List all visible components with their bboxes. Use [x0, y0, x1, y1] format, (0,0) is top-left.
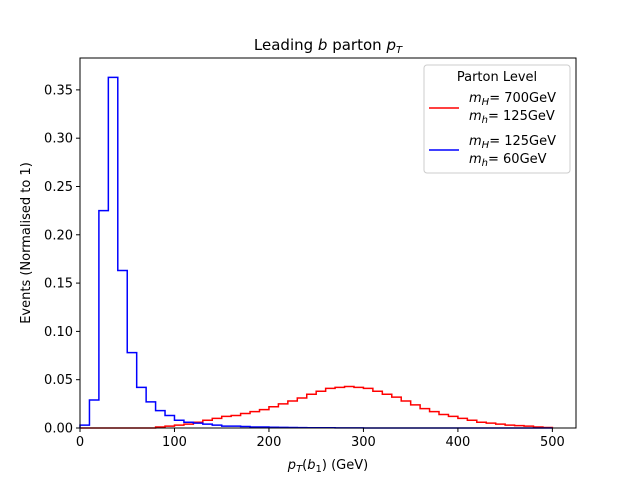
- ticks-layer: 0 100 200 300 400 500 0.00 0.05 0.10 0.15 0.20 0.25…: [44, 83, 565, 450]
- y-tick-label: 0.25: [44, 180, 73, 195]
- x-tick-label: 100: [162, 435, 187, 450]
- legend: Parton Level mH= 700GeV mh= 125GeV mH= 1…: [423, 64, 571, 174]
- y-tick-label: 0.05: [44, 373, 73, 388]
- legend-box: [423, 64, 571, 174]
- chart-title: Leading b parton pT: [254, 36, 403, 56]
- y-tick-label: 0.30: [44, 132, 73, 147]
- x-tick-label: 500: [540, 435, 565, 450]
- y-tick-label: 0.00: [44, 422, 73, 437]
- x-tick-label: 400: [445, 435, 470, 450]
- legend-entry-2-line1: mH= 125GeV: [469, 134, 556, 151]
- axes-frame: [79, 57, 577, 429]
- y-tick-label: 0.15: [44, 277, 73, 292]
- x-axis-label: pT(b1) (GeV): [287, 458, 368, 475]
- legend-title: Parton Level: [457, 70, 537, 85]
- series-red-step-line: [80, 385, 554, 429]
- y-tick-label: 0.10: [44, 325, 73, 340]
- x-tick-label: 300: [351, 435, 376, 450]
- x-tick-label: 0: [76, 435, 84, 450]
- legend-entry-1-line2: mh= 125GeV: [469, 109, 555, 126]
- y-tick-label: 0.35: [44, 83, 73, 98]
- x-tick-label: 200: [257, 435, 282, 450]
- legend-entry-1-line1: mH= 700GeV: [469, 91, 556, 108]
- legend-entry-2-line2: mh= 60GeV: [469, 152, 547, 169]
- y-tick-label: 0.20: [44, 228, 73, 243]
- y-axis-label: Events (Normalised to 1): [19, 162, 34, 324]
